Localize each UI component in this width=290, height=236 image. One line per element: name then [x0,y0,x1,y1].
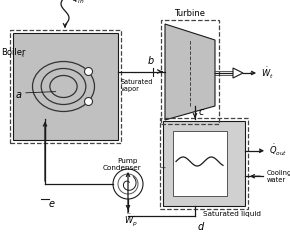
Text: Saturated
vapor: Saturated vapor [121,80,153,93]
Text: Cooling
water: Cooling water [267,170,290,183]
Text: $a$: $a$ [15,90,22,100]
Circle shape [84,97,93,105]
Text: $c$: $c$ [198,107,205,117]
Text: $d$: $d$ [197,220,205,232]
Text: Condenser: Condenser [102,165,141,171]
Polygon shape [165,24,215,120]
Circle shape [84,67,93,76]
Bar [13,33,118,140]
Polygon shape [233,68,243,78]
Text: Saturated liquid: Saturated liquid [203,211,261,217]
Text: $\dot{W}_p$: $\dot{W}_p$ [124,213,138,229]
Text: Pump: Pump [118,158,138,164]
Bar [163,121,245,206]
Text: Turbine: Turbine [175,9,206,18]
Bar [173,131,227,196]
Text: $b$: $b$ [147,55,155,67]
Text: $\dot{Q}_{in}$: $\dot{Q}_{in}$ [71,0,85,6]
Text: $\dot{W}_t$: $\dot{W}_t$ [261,65,274,81]
Text: $\dot{Q}_{out}$: $\dot{Q}_{out}$ [269,143,287,158]
Text: $e$: $e$ [48,199,56,209]
Circle shape [113,169,143,199]
Bar [10,30,121,143]
Text: Boiler: Boiler [1,48,26,57]
Bar [160,118,248,209]
Bar [161,20,219,124]
